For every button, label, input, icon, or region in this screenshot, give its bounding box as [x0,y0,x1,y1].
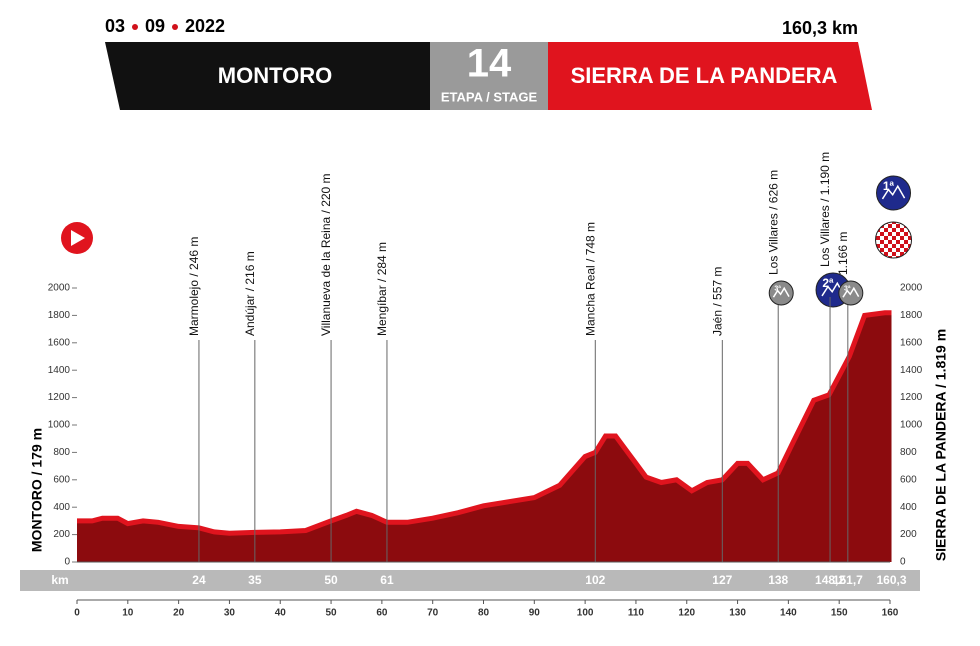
x-tick-label: 80 [478,608,490,619]
total-distance: 160,3 km [782,18,858,38]
x-tick-label: 90 [529,608,541,619]
climb-category: 3ª [774,286,781,293]
y-tick-label-right: 2000 [900,283,923,294]
km-strip-label: 160,3 [877,573,907,587]
start-icon-arrow [71,230,85,246]
start-label: MONTORO / 179 m [29,428,45,552]
x-tick-label: 70 [427,608,439,619]
stage-number: 14 [467,42,512,86]
x-tick-label: 100 [577,608,594,619]
start-banner [105,42,430,110]
waypoint-label: Los Villares / 1.190 m [818,152,832,267]
y-tick-label-right: 0 [900,557,906,568]
x-tick-label: 130 [729,608,746,619]
y-tick-label-right: 1800 [900,310,923,321]
km-strip-label: 24 [192,573,206,587]
km-strip-label: 35 [248,573,262,587]
climb-badge-peaks [881,184,906,200]
y-tick-label-right: 1400 [900,365,923,376]
finish-town: SIERRA DE LA PANDERA [571,63,838,88]
finish-label: SIERRA DE LA PANDERA / 1.819 m [933,329,949,561]
y-tick-label-right: 1600 [900,337,923,348]
waypoint-label: Jaén / 557 m [710,267,724,336]
climb-badge-peaks [842,286,860,298]
x-tick-label: 160 [882,608,899,619]
date-day: 03 [105,16,125,36]
y-tick-label-right: 1200 [900,392,923,403]
y-tick-label: 1400 [48,365,71,376]
km-strip-label: 50 [324,573,338,587]
km-strip-label: 151,7 [833,573,863,587]
km-strip-label: 138 [768,573,788,587]
climb-badge-peaks [772,286,790,298]
x-tick-label: 140 [780,608,797,619]
y-tick-label-right: 200 [900,529,917,540]
finish-banner [548,42,872,110]
x-tick-label: 20 [173,608,185,619]
y-tick-label: 800 [53,447,70,458]
climb-category: 2ª [822,276,834,290]
y-tick-label: 600 [53,474,70,485]
km-strip [20,570,920,591]
y-tick-label-right: 400 [900,502,917,513]
profile-area [77,312,892,562]
y-tick-label: 1000 [48,420,71,431]
climb-category: 3ª [844,286,851,293]
x-tick-label: 60 [376,608,388,619]
km-strip-label: 102 [585,573,605,587]
x-tick-label: 50 [326,608,338,619]
y-tick-label-right: 800 [900,447,917,458]
stage-banner [430,42,548,110]
y-tick-label: 200 [53,529,70,540]
x-tick-label: 120 [678,608,695,619]
x-tick-label: 0 [74,608,80,619]
y-tick-label-right: 600 [900,474,917,485]
y-tick-label: 1800 [48,310,71,321]
start-town: MONTORO [218,63,332,88]
date-dot [172,24,178,30]
stage-label: ETAPA / STAGE [441,89,538,104]
y-tick-label: 2000 [48,283,71,294]
km-strip-label: 148,2 [815,573,845,587]
waypoint-label: Marmolejo / 246 m [187,237,201,336]
waypoint-label: Mengíbar / 284 m [375,242,389,336]
date-dot [132,24,138,30]
y-tick-label-right: 1000 [900,420,923,431]
date-year: 2022 [185,16,225,36]
km-strip-label: 61 [380,573,394,587]
y-tick-label: 1600 [48,337,71,348]
x-tick-label: 10 [122,608,134,619]
y-tick-label: 0 [64,557,70,568]
y-tick-label: 1200 [48,392,71,403]
x-tick-label: 110 [628,608,645,619]
waypoint-label: Mancha Real / 748 m [583,222,597,336]
waypoint-label: 1.166 m [836,232,850,275]
finish-flag [875,221,913,259]
climb-badge-peaks [821,281,845,297]
x-tick-label: 150 [831,608,848,619]
waypoint-label: Los Villares / 626 m [766,170,780,275]
waypoint-label: Villanueva de la Reina / 220 m [319,173,333,336]
header: 03 09 2022 160,3 km MONTORO 14 ETAPA / S… [105,16,872,110]
x-tick-label: 40 [275,608,287,619]
climb-category: 1ª [883,179,895,193]
km-strip-label: 127 [712,573,732,587]
x-tick-label: 30 [224,608,236,619]
date-month: 09 [145,16,165,36]
waypoint-label: Andújar / 216 m [243,251,257,336]
y-tick-label: 400 [53,502,70,513]
km-label: km [51,573,68,587]
